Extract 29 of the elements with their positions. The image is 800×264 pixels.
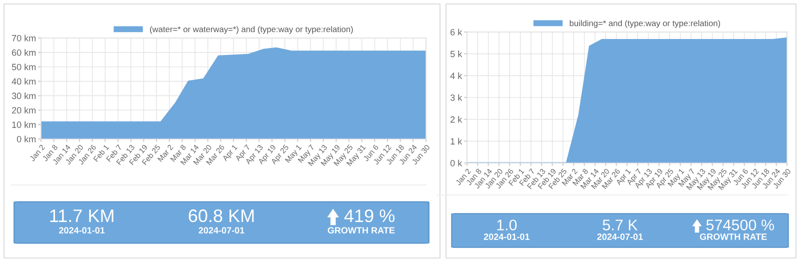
legend-label: building=* and (type:way or type:relation) bbox=[570, 20, 720, 28]
text: GROWTH RATE bbox=[328, 227, 395, 234]
text: 11.7 KM bbox=[50, 210, 114, 222]
legend-label: (water=* or waterway=*) and (type:way or type:relation) bbox=[150, 26, 353, 34]
y-tick-label: 6 k bbox=[450, 28, 462, 36]
y-tick-label: 2 k bbox=[450, 116, 462, 123]
y-tick-label: 4 k bbox=[450, 72, 462, 79]
y-tick-label: 0 k bbox=[450, 160, 462, 166]
text: 2024-01-01 bbox=[59, 227, 105, 234]
text: 60.8 KM bbox=[188, 209, 254, 222]
text: 1.0 bbox=[497, 220, 517, 230]
text: 5.7 K bbox=[602, 220, 638, 230]
y-tick-label: 20 km bbox=[12, 106, 36, 114]
y-tick-label: 0 km bbox=[16, 136, 36, 142]
text: 2024-01-01 bbox=[484, 234, 530, 240]
y-tick-label: 30 km bbox=[12, 92, 36, 100]
y-tick-label: 60 km bbox=[12, 49, 36, 56]
y-tick-label: 5 k bbox=[450, 50, 462, 58]
text: 419 % bbox=[344, 209, 395, 222]
text: 2024-07-01 bbox=[597, 234, 643, 240]
y-tick-label: 1 k bbox=[450, 138, 462, 144]
text: 574500 % bbox=[706, 220, 774, 230]
y-tick-label: 50 km bbox=[12, 64, 36, 70]
y-tick-label: 10 km bbox=[12, 121, 36, 128]
text: 2024-07-01 bbox=[198, 227, 244, 234]
y-tick-label: 40 km bbox=[12, 78, 36, 85]
text: GROWTH RATE bbox=[700, 234, 767, 240]
y-tick-label: 3 k bbox=[450, 94, 462, 101]
y-tick-label: 70 km bbox=[12, 34, 36, 42]
